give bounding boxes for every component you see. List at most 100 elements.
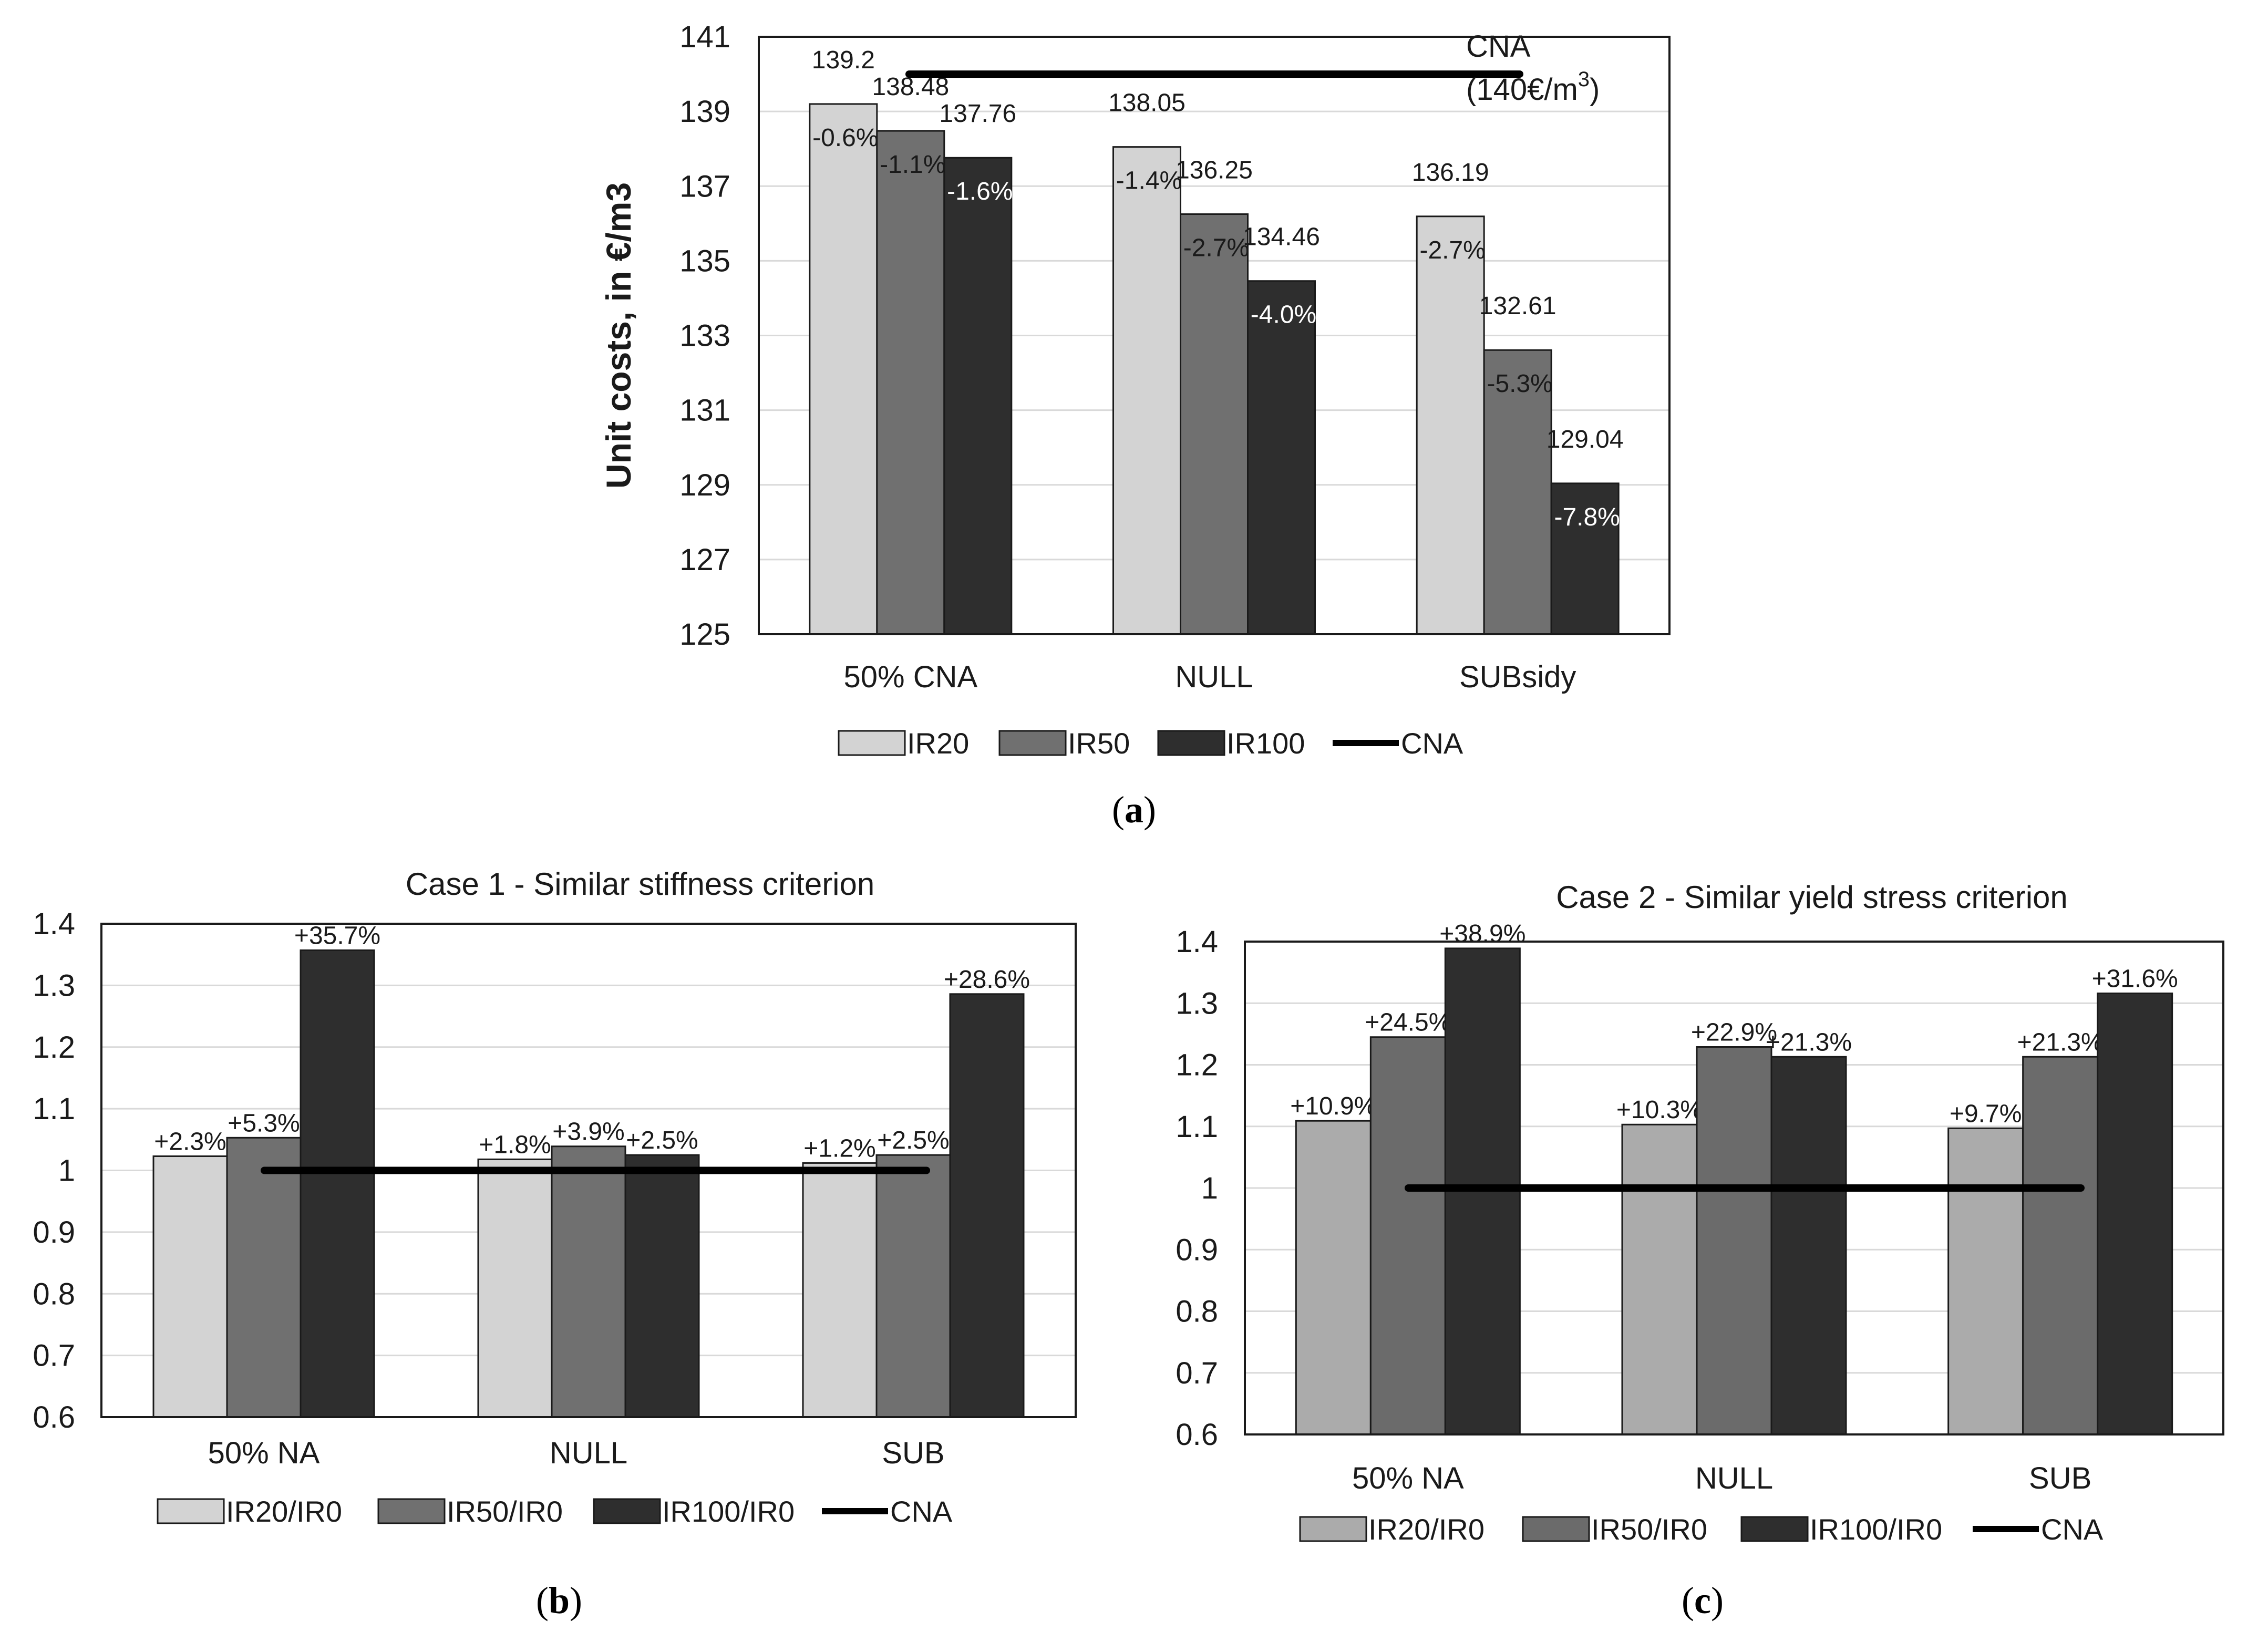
x-category-label: NULL: [1175, 660, 1253, 694]
y-tick-label: 1.1: [1176, 1110, 1218, 1144]
bar-ir20-ir0-2: [802, 1162, 878, 1418]
bar-ir50-ir0-2: [875, 1154, 951, 1418]
bar-percent-label: -2.7%: [1183, 234, 1249, 262]
y-tick-label: 133: [679, 319, 730, 353]
y-tick-label: 135: [679, 244, 730, 278]
y-tick-label: 1.2: [33, 1030, 75, 1065]
chart-title: Case 1 - Similar stiffness criterion: [406, 866, 875, 902]
y-tick-label: 137: [679, 169, 730, 203]
bar-ir20-ir0-1: [1621, 1123, 1698, 1436]
x-category-label: SUBsidy: [1459, 660, 1576, 694]
plot-area: [758, 36, 1671, 635]
legend-swatch: [1299, 1516, 1367, 1542]
y-tick-label: 125: [679, 617, 730, 652]
y-tick-label: 1.2: [1176, 1048, 1218, 1082]
plot-area: [100, 923, 1077, 1418]
bar-ir20-2: [1416, 215, 1485, 635]
reference-line-unit-label: (140€/m3): [1466, 68, 1600, 107]
legend-swatch: [838, 730, 906, 756]
legend-label: CNA: [890, 1495, 953, 1528]
unit-prefix: (140€/m: [1466, 73, 1578, 107]
bar-value-label: +10.3%: [1616, 1096, 1703, 1124]
panel-label-open: (: [1112, 789, 1125, 831]
bar-value-label: +21.3%: [2017, 1028, 2104, 1056]
panel-label: (b): [536, 1579, 582, 1622]
y-tick-label: 1.4: [33, 907, 75, 941]
panel-label-close: ): [1143, 789, 1156, 831]
y-tick-label: 131: [679, 394, 730, 428]
panel-label-letter: c: [1694, 1579, 1711, 1622]
x-category-label: 50% NA: [208, 1436, 320, 1470]
bar-percent-label: -1.1%: [880, 151, 945, 179]
legend-label: IR50/IR0: [447, 1495, 563, 1528]
bar-ir100-0: [943, 157, 1013, 635]
x-category-label: SUB: [882, 1436, 944, 1470]
bar-ir100-ir0-2: [949, 993, 1025, 1418]
bar-ir100-2: [1550, 482, 1620, 635]
bar-value-label: 139.2: [812, 46, 875, 74]
bar-ir20-ir0-2: [1947, 1127, 2024, 1436]
bar-ir100-ir0-1: [624, 1154, 700, 1418]
legend-swatch: [1157, 730, 1225, 756]
y-tick-label: 0.7: [33, 1339, 75, 1373]
y-tick-label: 1.3: [1176, 986, 1218, 1020]
legend-swatch: [998, 730, 1067, 756]
bar-value-label: +2.3%: [154, 1128, 226, 1156]
panel-label: (c): [1682, 1579, 1724, 1622]
bar-value-label: +28.6%: [944, 966, 1030, 994]
bar-ir20-ir0-0: [152, 1155, 228, 1418]
bar-value-label: +2.5%: [877, 1127, 949, 1154]
bar-value-label: +10.9%: [1290, 1092, 1376, 1120]
panel-label-close: ): [570, 1579, 582, 1622]
bar-value-label: +22.9%: [1691, 1018, 1777, 1046]
legend-swatch: [1522, 1516, 1590, 1542]
y-tick-label: 139: [679, 95, 730, 129]
bar-ir100-1: [1247, 280, 1316, 635]
x-category-label: 50% CNA: [844, 660, 978, 694]
bar-ir20-1: [1112, 146, 1181, 635]
y-tick-label: 0.8: [33, 1277, 75, 1311]
legend-label: CNA: [2041, 1513, 2104, 1546]
bar-ir50-ir0-2: [2022, 1056, 2099, 1436]
bar-ir20-ir0-1: [477, 1158, 553, 1418]
y-tick-label: 127: [679, 543, 730, 577]
legend-label: IR100/IR0: [662, 1495, 795, 1528]
bar-value-label: +31.6%: [2092, 965, 2178, 993]
legend-label: IR20/IR0: [1368, 1513, 1484, 1546]
bar-ir20-ir0-0: [1295, 1120, 1372, 1436]
legend-swatch: [377, 1498, 446, 1524]
x-category-label: 50% NA: [1352, 1461, 1464, 1495]
chart-b: 0.6 0.7 0.8 0.9 1 1.1 1.2 1.3 1.4 Case 1 - Simila…: [33, 866, 1077, 1622]
y-tick-label: 0.8: [1176, 1295, 1218, 1329]
legend-label: IR20: [907, 727, 969, 760]
x-category-label: NULL: [550, 1436, 627, 1470]
panel-label-letter: b: [549, 1579, 570, 1622]
bar-ir50-1: [1180, 213, 1249, 635]
panel-label-open: (: [1682, 1579, 1694, 1622]
bar-percent-label: -5.3%: [1487, 370, 1552, 398]
bar-value-label: 137.76: [939, 100, 1016, 128]
bar-value-label: +2.5%: [626, 1127, 698, 1154]
bar-percent-label: -0.6%: [812, 124, 878, 152]
legend-label: IR50/IR0: [1591, 1513, 1707, 1546]
y-tick-label: 0.7: [1176, 1356, 1218, 1390]
reference-line-label: CNA: [1466, 29, 1531, 64]
legend-label: IR100: [1226, 727, 1305, 760]
bar-ir50-2: [1483, 349, 1552, 635]
y-tick-label: 1.3: [33, 968, 75, 1003]
y-tick-label: 0.9: [33, 1215, 75, 1249]
bar-percent-label: -4.0%: [1251, 301, 1316, 329]
bar-percent-label: -7.8%: [1554, 503, 1620, 531]
y-tick-label: 0.9: [1176, 1233, 1218, 1267]
legend-swatch: [1740, 1516, 1809, 1542]
bar-ir50-0: [876, 130, 945, 635]
y-tick-label: 1.1: [33, 1092, 75, 1126]
panel-label-letter: a: [1125, 789, 1143, 831]
legend-swatch: [593, 1498, 661, 1524]
legend-label: IR20/IR0: [226, 1495, 342, 1528]
bar-value-label: +1.2%: [803, 1134, 875, 1162]
legend-label: CNA: [1401, 727, 1463, 760]
y-tick-label: 0.6: [1176, 1418, 1218, 1452]
panel-label-open: (: [536, 1579, 549, 1622]
